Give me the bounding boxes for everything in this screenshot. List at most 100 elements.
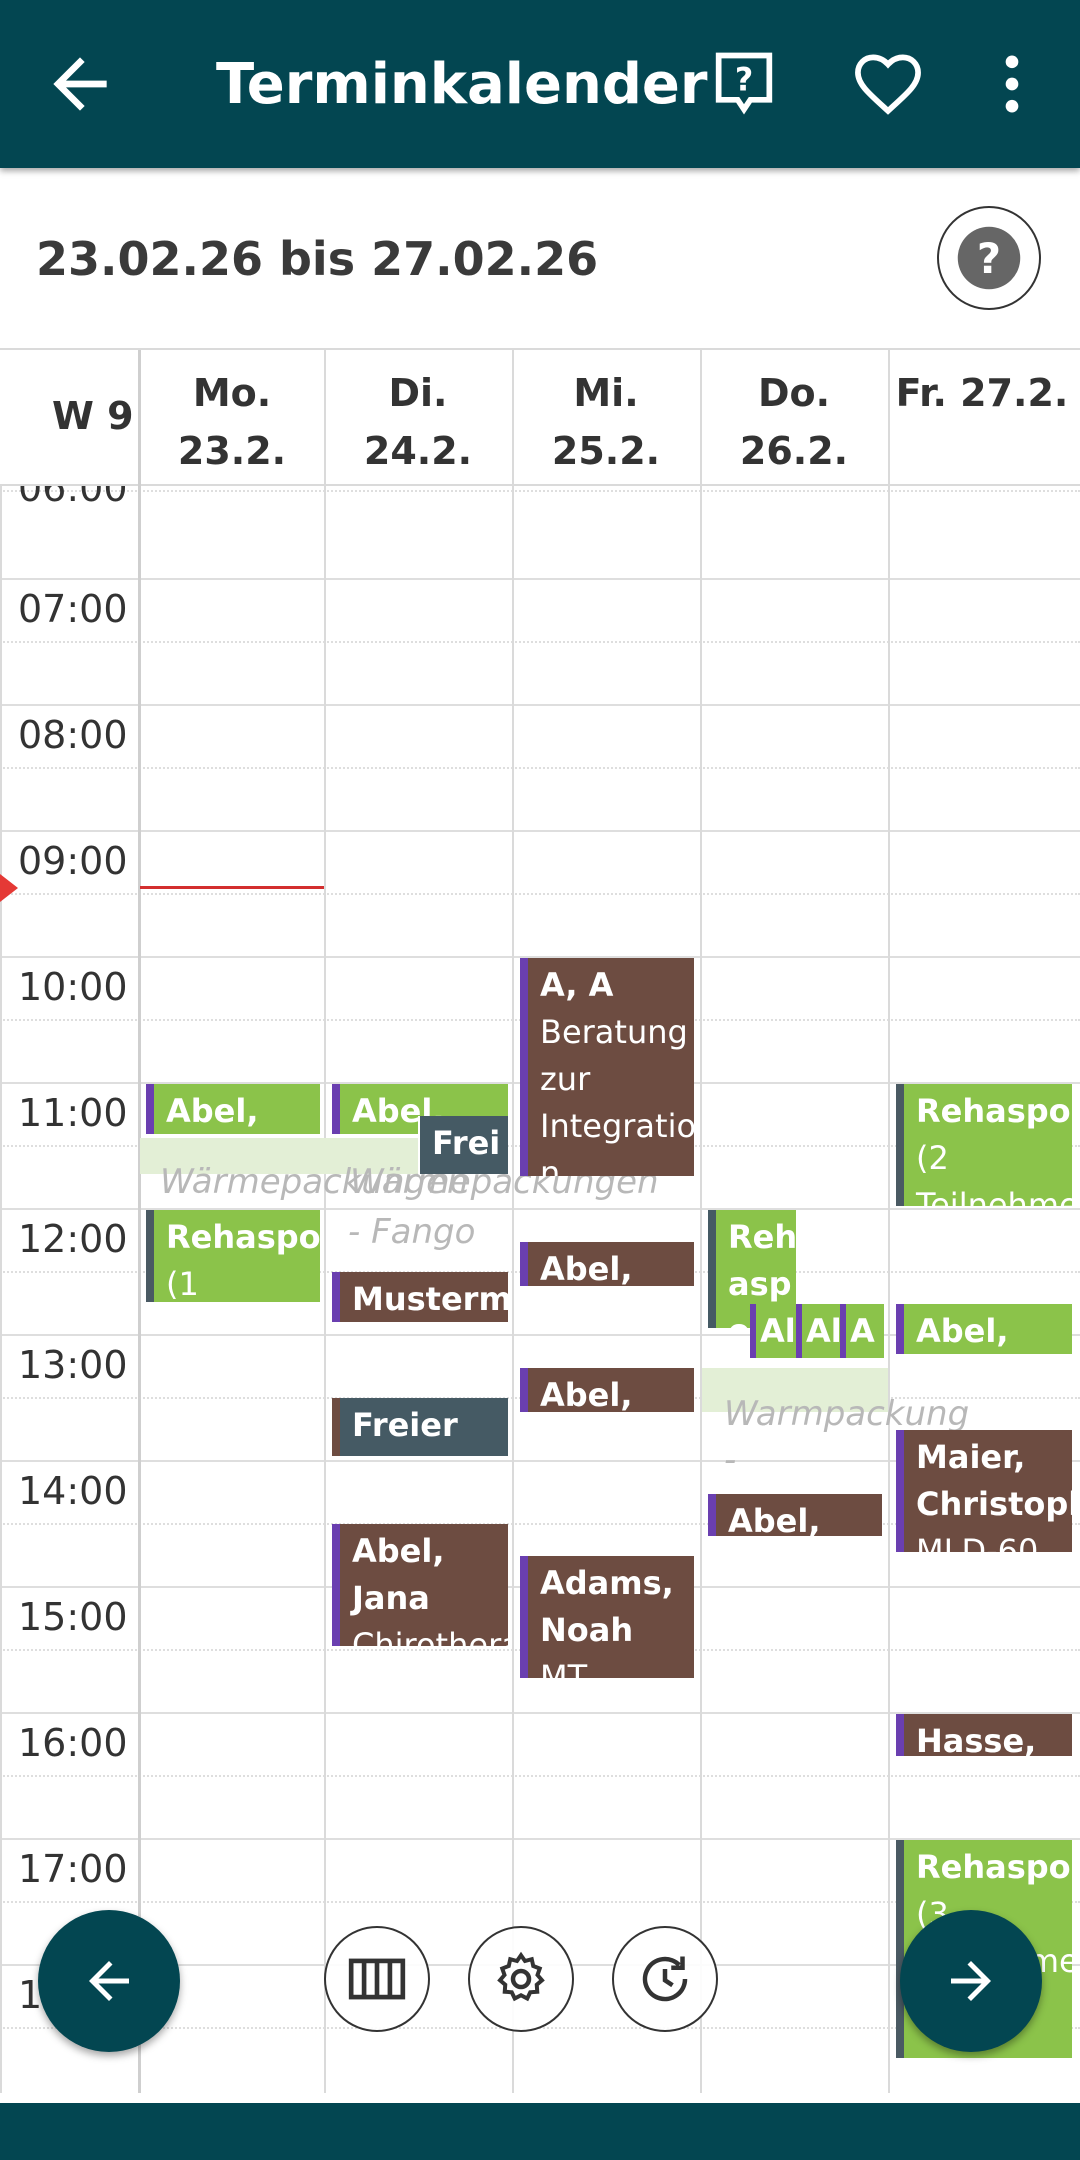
day-header-tuesday[interactable]: Di. 24.2. [324, 364, 512, 480]
appointment[interactable]: Maier, Christoph MLD-60 [896, 1430, 1072, 1552]
appointment[interactable]: Hasse, [896, 1714, 1072, 1756]
background-label: Warmpackung [724, 1394, 970, 1434]
appointment-detail: Integratio [540, 1107, 694, 1145]
appointment-title: Reh [728, 1218, 796, 1256]
history-button[interactable] [612, 1926, 718, 2032]
appointment-detail: Christoph [916, 1485, 1072, 1523]
appointment[interactable]: Abel, [146, 1084, 320, 1134]
hour-label: 13:00 [18, 1343, 128, 1387]
appointment-title: Maier, [916, 1438, 1026, 1476]
day-header-thursday[interactable]: Do. 26.2. [700, 364, 888, 480]
hour-label: 08:00 [18, 713, 128, 757]
appointment[interactable]: Freier [332, 1398, 508, 1456]
more-vert-icon[interactable] [974, 46, 1050, 122]
week-calendar-grid[interactable]: 06:00 07:00 08:00 09:00 10:00 11:00 12:0… [0, 348, 1080, 2093]
help-icon: ? [957, 226, 1021, 290]
page-title: Terminkalender [216, 52, 708, 117]
settings-button[interactable] [468, 1926, 574, 2032]
background-label: - [724, 1440, 737, 1480]
appointment-detail: MLD-60 [916, 1532, 1039, 1552]
appointment[interactable]: Al [796, 1304, 840, 1358]
appointment-detail: (2 [916, 1139, 949, 1177]
day-date: 23.2. [177, 429, 287, 473]
settings-icon [497, 1951, 545, 2002]
day-header-row: W 9 Mo. 23.2. Di. 24.2. Mi. 25.2. Do. 26… [0, 350, 1080, 486]
day-name: Mi. [573, 371, 639, 415]
appointment[interactable]: A [840, 1304, 884, 1358]
appointment-title: Rehasport [916, 1848, 1072, 1886]
current-time-line [140, 886, 324, 889]
appointment-title: Rehasport [916, 1092, 1072, 1130]
hour-label: 09:00 [18, 839, 128, 883]
next-week-button[interactable] [900, 1910, 1042, 2052]
help-bubble-icon[interactable]: ? [706, 46, 782, 122]
day-name: Fr. 27.2. [895, 371, 1069, 415]
prev-week-button[interactable] [38, 1910, 180, 2052]
heart-icon[interactable] [850, 46, 926, 122]
appointment[interactable]: Abel, [520, 1242, 694, 1286]
appointment-title: Freier [352, 1406, 458, 1444]
appointment-title: Al [806, 1312, 840, 1350]
hour-label: 16:00 [18, 1721, 128, 1765]
appointment-title: Hasse, [916, 1722, 1037, 1756]
history-icon [642, 1956, 688, 2002]
appointment-title: A [850, 1312, 875, 1350]
appointment[interactable]: Abel, [520, 1368, 694, 1412]
appointment[interactable]: Adams, Noah MT [520, 1556, 694, 1678]
background-label: - Fango [348, 1212, 476, 1252]
day-date: 26.2. [739, 429, 849, 473]
appointment-title: Al [760, 1312, 796, 1350]
appointment-title: Abel, [728, 1502, 821, 1536]
columns-view-button[interactable] [324, 1926, 430, 2032]
app-bar: Terminkalender ? [0, 0, 1080, 168]
appointment-detail: asp [728, 1265, 792, 1303]
appointment-detail: Noah [540, 1611, 634, 1649]
appointment[interactable]: Abel, Jana Chirothera [332, 1524, 508, 1646]
day-date: 25.2. [551, 429, 661, 473]
appointment-title: Frei [432, 1124, 501, 1162]
appointment-title: Abel, [916, 1312, 1009, 1350]
help-button[interactable]: ? [937, 206, 1041, 310]
system-nav-bar [0, 2103, 1080, 2160]
appointment-detail: Teilnehme [916, 1186, 1072, 1206]
week-number: W 9 [52, 394, 134, 438]
hour-label: 10:00 [18, 965, 128, 1009]
day-header-monday[interactable]: Mo. 23.2. [138, 364, 326, 480]
appointment[interactable]: Rehasport (2 Teilnehme [896, 1084, 1072, 1206]
day-header-friday[interactable]: Fr. 27.2. [888, 364, 1076, 422]
day-header-wednesday[interactable]: Mi. 25.2. [512, 364, 700, 480]
current-time-marker [0, 874, 18, 902]
appointment[interactable]: Abel, [708, 1494, 882, 1536]
appointment[interactable]: Musterma [332, 1272, 508, 1322]
hour-label: 12:00 [18, 1217, 128, 1261]
appointment-detail: Chirothera [352, 1626, 508, 1646]
day-name: Do. [757, 371, 831, 415]
appointment-detail: (1 [166, 1265, 199, 1302]
appointment[interactable]: Frei [418, 1116, 508, 1174]
appointment[interactable]: Rehasport (1 [146, 1210, 320, 1302]
arrow-right-icon [951, 1961, 991, 2001]
appointment-title: A, A [540, 966, 614, 1004]
appointment-detail: zur [540, 1060, 591, 1098]
hour-label: 17:00 [18, 1847, 128, 1891]
day-name: Di. [388, 371, 448, 415]
arrow-left-icon[interactable] [40, 44, 120, 124]
appointment-title: Rehasport [166, 1218, 320, 1256]
appointment[interactable]: A, A Beratung zur Integratio n [520, 958, 694, 1176]
hour-label: 07:00 [18, 587, 128, 631]
appointment-detail: n [540, 1154, 561, 1176]
appointment-title: Adams, [540, 1564, 674, 1602]
appointment[interactable]: Abel, [896, 1304, 1072, 1354]
appointment-title: Abel, [352, 1532, 445, 1570]
appointment-title: Abel, [540, 1250, 633, 1286]
hour-label: 15:00 [18, 1595, 128, 1639]
day-name: Mo. [192, 371, 272, 415]
appointment[interactable]: Al [750, 1304, 796, 1358]
appointment-title: Musterma [352, 1280, 508, 1318]
arrow-left-icon [89, 1961, 129, 2001]
date-range: 23.02.26 bis 27.02.26 [36, 232, 599, 286]
columns-icon [348, 1958, 406, 2000]
background-label: Wärmepackungen [160, 1162, 469, 1202]
appointment-detail: Beratung [540, 1013, 688, 1051]
appointment-detail: MT [540, 1658, 588, 1678]
